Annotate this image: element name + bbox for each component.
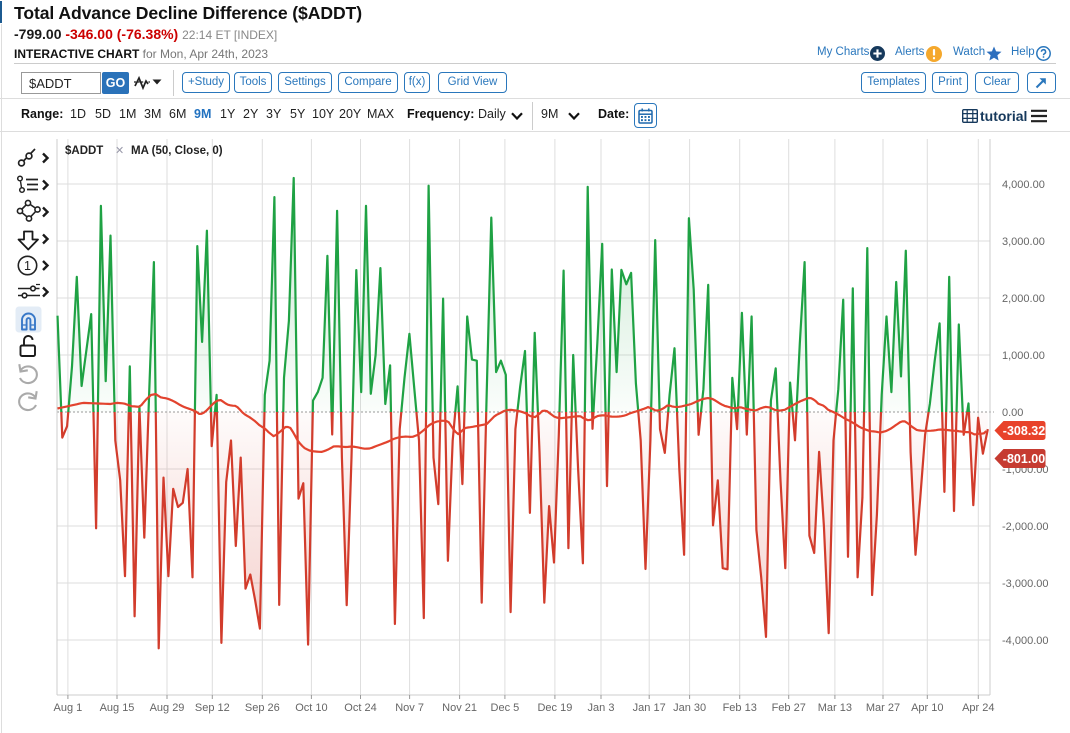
svg-text:Sep 26: Sep 26 (245, 702, 280, 714)
svg-text:Oct 24: Oct 24 (344, 702, 376, 714)
svg-text:0.00: 0.00 (1002, 407, 1023, 419)
svg-text:-3,000.00: -3,000.00 (1002, 578, 1048, 590)
svg-text:$ADDT: $ADDT (65, 145, 103, 157)
svg-text:Mar 13: Mar 13 (818, 702, 852, 714)
svg-text:Aug 15: Aug 15 (100, 702, 135, 714)
svg-text:3,000.00: 3,000.00 (1002, 236, 1045, 248)
svg-text:Sep 12: Sep 12 (195, 702, 230, 714)
svg-text:1: 1 (24, 259, 31, 273)
svg-text:✕: ✕ (115, 145, 124, 157)
svg-text:Jan 30: Jan 30 (673, 702, 706, 714)
svg-text:Oct 10: Oct 10 (295, 702, 327, 714)
svg-text:2,000.00: 2,000.00 (1002, 293, 1045, 305)
svg-text:-308.32: -308.32 (1003, 424, 1045, 438)
svg-text:Apr 10: Apr 10 (911, 702, 943, 714)
svg-text:Jan 17: Jan 17 (633, 702, 666, 714)
svg-text:Apr 24: Apr 24 (962, 702, 994, 714)
svg-text:Mar 27: Mar 27 (866, 702, 900, 714)
svg-text:Feb 27: Feb 27 (772, 702, 806, 714)
svg-text:Aug 1: Aug 1 (54, 702, 83, 714)
svg-text:Nov 7: Nov 7 (395, 702, 424, 714)
svg-text:Dec 19: Dec 19 (537, 702, 572, 714)
svg-text:-2,000.00: -2,000.00 (1002, 521, 1048, 533)
svg-text:-4,000.00: -4,000.00 (1002, 635, 1048, 647)
svg-text:4,000.00: 4,000.00 (1002, 179, 1045, 191)
svg-text:Feb 13: Feb 13 (723, 702, 757, 714)
svg-text:Aug 29: Aug 29 (150, 702, 185, 714)
svg-text:Dec 5: Dec 5 (491, 702, 520, 714)
svg-text:-801.00: -801.00 (1003, 452, 1045, 466)
svg-text:MA (50, Close, 0): MA (50, Close, 0) (131, 145, 223, 157)
svg-text:1,000.00: 1,000.00 (1002, 350, 1045, 362)
svg-text:Nov 21: Nov 21 (442, 702, 477, 714)
svg-text:Jan 3: Jan 3 (588, 702, 615, 714)
